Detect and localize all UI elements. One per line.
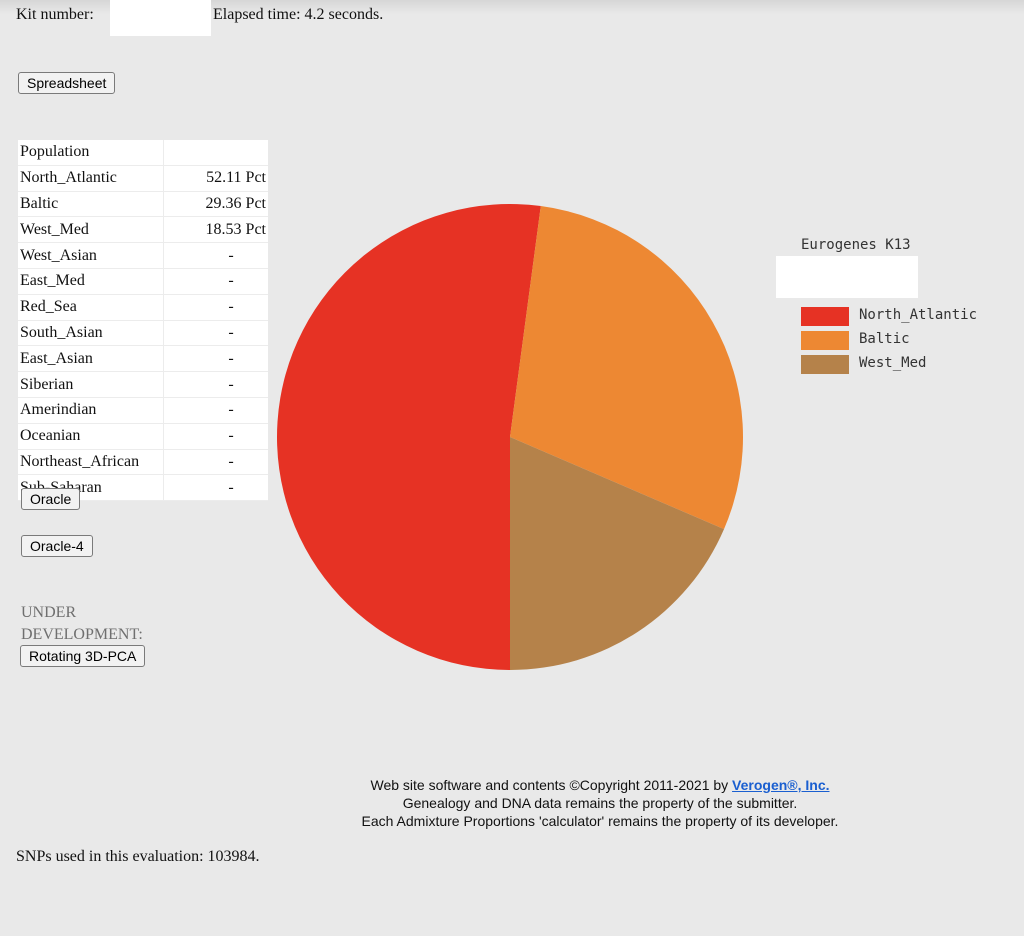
table-row: Oceanian - [18,423,268,450]
table-row: West_Asian - [18,242,268,269]
population-value: 52.11 Pct [163,165,268,192]
population-value: 29.36 Pct [163,191,268,218]
population-value: - [163,345,268,373]
legend-swatch [801,355,849,374]
footer-copyright-text: Web site software and contents ©Copyrigh… [370,777,733,793]
footer-genealogy-line: Genealogy and DNA data remains the prope… [402,795,798,811]
oracle-button[interactable]: Oracle [21,488,81,510]
table-row: Baltic 29.36 Pct [18,191,268,218]
legend-swatch [801,331,849,350]
spreadsheet-button[interactable]: Spreadsheet [18,72,116,94]
legend-label: West_Med [859,355,927,371]
population-name: Oceanian [18,423,164,450]
kit-number-field [110,0,211,36]
kit-number-label: Kit number: [16,6,94,23]
population-name: East_Asian [18,345,164,373]
pie-slice-west-med [510,437,725,670]
verogen-link[interactable]: Verogen®, Inc. [732,777,830,793]
legend-swatch [801,307,849,326]
pie-slice-north-atlantic [277,204,541,670]
table-row: Amerindian - [18,397,268,424]
under-development-line2: DEVELOPMENT: [21,626,143,643]
population-name: North_Atlantic [18,165,164,192]
population-name: Red_Sea [18,294,164,321]
population-value: - [163,449,268,476]
population-name: West_Asian [18,242,164,269]
population-value: - [163,423,268,450]
population-name: Amerindian [18,397,164,424]
population-name: East_Med [18,268,164,295]
value-header [163,140,268,166]
legend-label: North_Atlantic [859,307,978,323]
table-row: North_Atlantic 52.11 Pct [18,165,268,192]
elapsed-time-text: Elapsed time: 4.2 seconds. [213,6,384,23]
population-header: Population [18,140,164,166]
population-name: Northeast_African [18,449,164,476]
table-row: West_Med 18.53 Pct [18,216,268,244]
population-value: - [163,371,268,398]
population-value: 18.53 Pct [163,216,268,244]
footer-calculator-line: Each Admixture Proportions 'calculator' … [361,813,839,829]
table-row: Siberian - [18,371,268,398]
table-row: East_Asian - [18,345,268,373]
table-header-row: Population [18,140,268,166]
population-value: - [163,474,268,502]
footer: Web site software and contents ©Copyrigh… [300,776,900,830]
snps-used-text: SNPs used in this evaluation: 103984. [16,848,260,865]
population-name: Baltic [18,191,164,218]
table-row: East_Med - [18,268,268,295]
pie-slice-baltic [510,206,744,530]
footer-copyright-line: Web site software and contents ©Copyrigh… [300,776,900,794]
top-shadow [0,0,1024,14]
population-name: Siberian [18,371,164,398]
table-row: Northeast_African - [18,449,268,476]
population-value: - [163,294,268,321]
population-value: - [163,397,268,424]
table-row: South_Asian - [18,320,268,347]
under-development-line1: UNDER [21,604,77,621]
rotating-3d-pca-button[interactable]: Rotating 3D-PCA [20,645,146,667]
population-name: West_Med [18,216,164,244]
population-name: South_Asian [18,320,164,347]
under-development-label: UNDER DEVELOPMENT: [21,602,143,646]
legend-blank-box [776,256,918,298]
population-value: - [163,320,268,347]
legend-label: Baltic [859,331,910,347]
population-value: - [163,242,268,269]
chart-title: Eurogenes K13 [801,237,911,253]
table-row: Red_Sea - [18,294,268,321]
oracle-4-button[interactable]: Oracle-4 [21,535,93,557]
population-value: - [163,268,268,295]
